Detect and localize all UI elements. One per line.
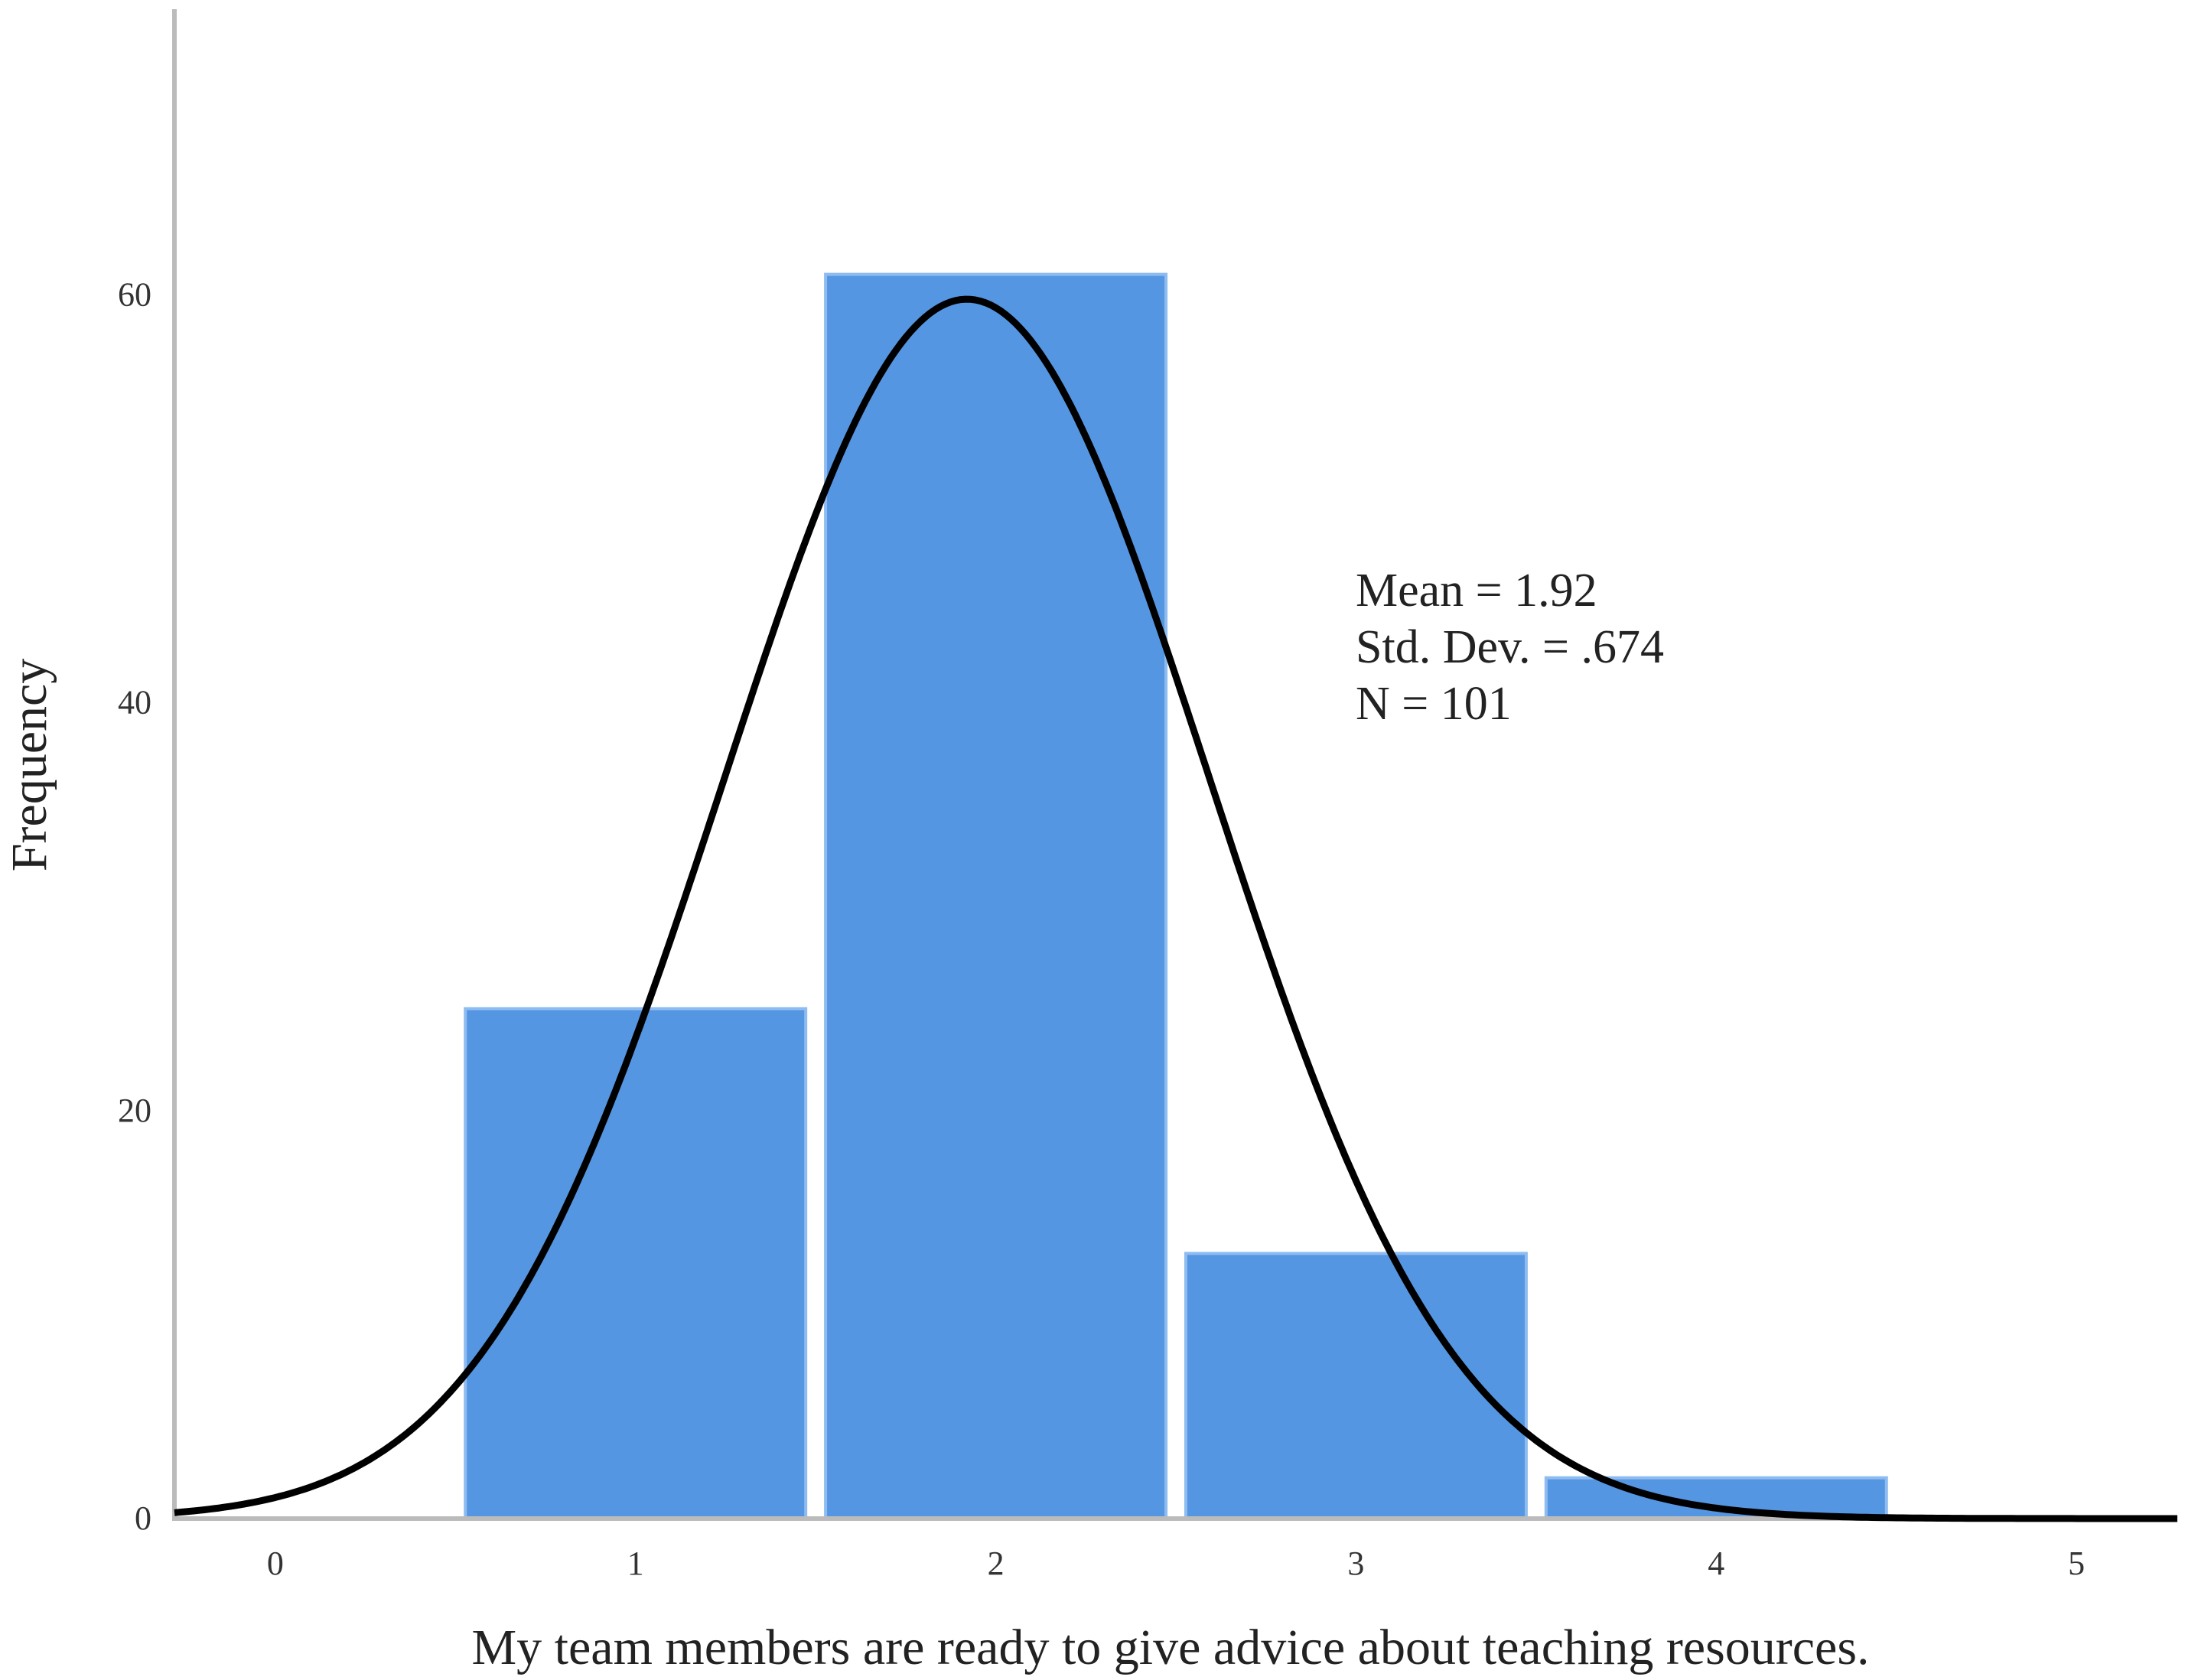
bar-bin-1 [464, 1007, 808, 1520]
x-tick-label-0: 0 [267, 1545, 284, 1582]
x-tick-label-1: 1 [627, 1545, 644, 1582]
y-tick-label-20: 20 [118, 1092, 151, 1129]
x-tick-label-4: 4 [1708, 1545, 1724, 1582]
bars-layer [464, 272, 1888, 1520]
y-tick-label-40: 40 [118, 684, 151, 721]
x-tick-label-2: 2 [988, 1545, 1005, 1582]
curve-layer [174, 295, 2177, 1522]
y-axis-title: Frequency [2, 659, 57, 872]
stats-box: Mean = 1.92 Std. Dev. = .674 N = 101 [1356, 565, 1664, 730]
bar-bin-2 [824, 272, 1168, 1520]
ticks-layer: 0 1 2 3 4 5 0 20 40 60 [118, 275, 2085, 1582]
stats-mean: Mean = 1.92 [1356, 565, 1597, 617]
x-tick-label-5: 5 [2068, 1545, 2085, 1582]
x-axis-title: My team members are ready to give advice… [471, 1620, 1869, 1675]
bar-bin-4 [1544, 1476, 1888, 1520]
stats-std-dev: Std. Dev. = .674 [1356, 621, 1664, 673]
normal-curve [174, 295, 2177, 1522]
y-tick-label-0: 0 [135, 1499, 151, 1537]
x-tick-label-3: 3 [1347, 1545, 1364, 1582]
y-tick-label-60: 60 [118, 275, 151, 313]
bar-bin-3 [1184, 1252, 1528, 1520]
stats-n: N = 101 [1356, 678, 1512, 730]
